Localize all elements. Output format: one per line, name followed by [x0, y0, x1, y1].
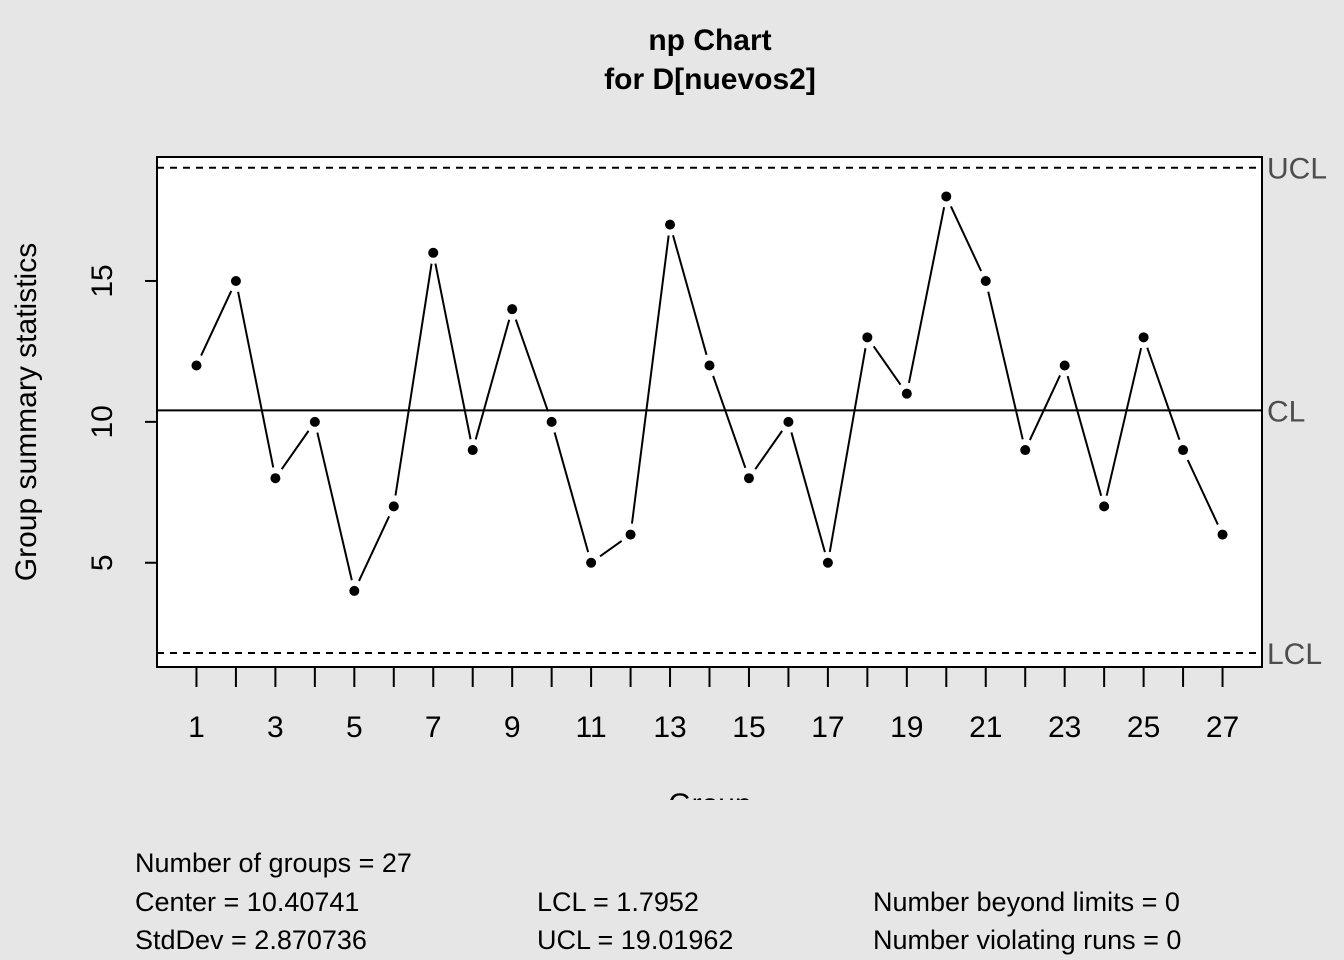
plot-area — [156, 156, 1263, 668]
x-tick-label: 27 — [1206, 711, 1239, 744]
x-tick-label: 17 — [811, 711, 844, 744]
y-tick-label: 10 — [86, 405, 119, 438]
data-point — [1217, 529, 1228, 540]
x-tick-label: 19 — [890, 711, 923, 744]
series-segment — [950, 205, 983, 272]
x-tick-label: 25 — [1127, 711, 1160, 744]
series-segment — [1028, 375, 1061, 441]
series-segment — [1066, 375, 1103, 497]
y-axis: 5 10 15 — [86, 264, 158, 571]
series-segment — [553, 432, 590, 553]
data-point — [1059, 360, 1070, 371]
data-point — [665, 219, 676, 230]
stat-stddev: StdDev = 2.870736 — [135, 925, 367, 955]
series-segment — [828, 347, 867, 553]
series-segment — [358, 515, 391, 582]
data-point — [1138, 332, 1149, 343]
data-point — [704, 360, 715, 371]
data-point — [309, 416, 320, 427]
x-tick-label: 23 — [1048, 711, 1081, 744]
series-segment — [280, 430, 310, 470]
series-segment — [1105, 347, 1143, 496]
data-point — [349, 585, 360, 596]
chart-subtitle: for D[nuevos2] — [604, 63, 816, 96]
ucl-label: UCL — [1267, 153, 1327, 186]
data-series — [191, 191, 1228, 596]
data-point — [1020, 445, 1031, 456]
lcl-label: LCL — [1267, 638, 1322, 671]
series-segment — [630, 235, 670, 524]
y-tick-label: 5 — [86, 554, 119, 571]
stat-number-of-groups: Number of groups = 27 — [135, 848, 412, 878]
series-segment — [872, 345, 902, 386]
series-segment — [754, 430, 783, 470]
data-point — [270, 473, 281, 484]
data-point — [743, 473, 754, 484]
stat-lcl: LCL = 1.7952 — [537, 887, 699, 917]
data-point — [980, 275, 991, 286]
series-segment — [599, 540, 623, 558]
stat-ucl: UCL = 19.01962 — [537, 925, 734, 955]
data-point — [428, 247, 439, 258]
data-point — [546, 416, 557, 427]
data-point — [822, 557, 833, 568]
series-segment — [434, 263, 472, 440]
x-tick-label: 7 — [425, 711, 442, 744]
data-point — [191, 360, 202, 371]
series-segment — [1146, 347, 1181, 440]
data-point — [1099, 501, 1110, 512]
x-tick-label: 3 — [267, 711, 284, 744]
stat-violating-runs: Number violating runs = 0 — [873, 925, 1182, 955]
data-point — [783, 416, 794, 427]
series-segment — [672, 234, 708, 356]
chart-title: np Chart — [648, 24, 771, 57]
x-tick-label: 1 — [188, 711, 205, 744]
stat-beyond-limits: Number beyond limits = 0 — [873, 887, 1180, 917]
data-point — [230, 275, 241, 286]
data-point — [901, 388, 912, 399]
data-point — [586, 557, 597, 568]
series-segment — [394, 263, 433, 496]
x-tick-label: 15 — [732, 711, 765, 744]
series-segment — [237, 291, 275, 468]
series-segment — [987, 291, 1024, 440]
data-point — [1178, 445, 1189, 456]
y-axis-label: Group summary statistics — [10, 243, 43, 581]
data-point — [941, 191, 952, 202]
x-tick-label: 13 — [653, 711, 686, 744]
data-point — [507, 304, 518, 315]
series-segment — [474, 319, 511, 440]
series-segment — [316, 432, 353, 581]
x-axis: 1 3 5 7 9 11 13 15 17 19 21 23 25 27 — [188, 666, 1239, 744]
series-segment — [200, 290, 233, 356]
series-segment — [514, 319, 549, 412]
x-axis-label: Group — [668, 788, 751, 800]
series-segment — [790, 432, 826, 553]
data-point — [388, 501, 399, 512]
series-segment — [907, 207, 946, 384]
data-point — [625, 529, 636, 540]
x-tick-label: 11 — [576, 711, 607, 744]
x-tick-label: 5 — [346, 711, 363, 744]
data-point — [862, 332, 873, 343]
data-point — [467, 445, 478, 456]
y-tick-label: 15 — [86, 264, 119, 297]
x-tick-label: 21 — [969, 711, 1002, 744]
stat-center: Center = 10.40741 — [135, 887, 360, 917]
x-tick-label: 9 — [504, 711, 521, 744]
cl-label: CL — [1267, 395, 1305, 428]
series-segment — [712, 375, 747, 469]
series-segment — [1186, 459, 1219, 526]
